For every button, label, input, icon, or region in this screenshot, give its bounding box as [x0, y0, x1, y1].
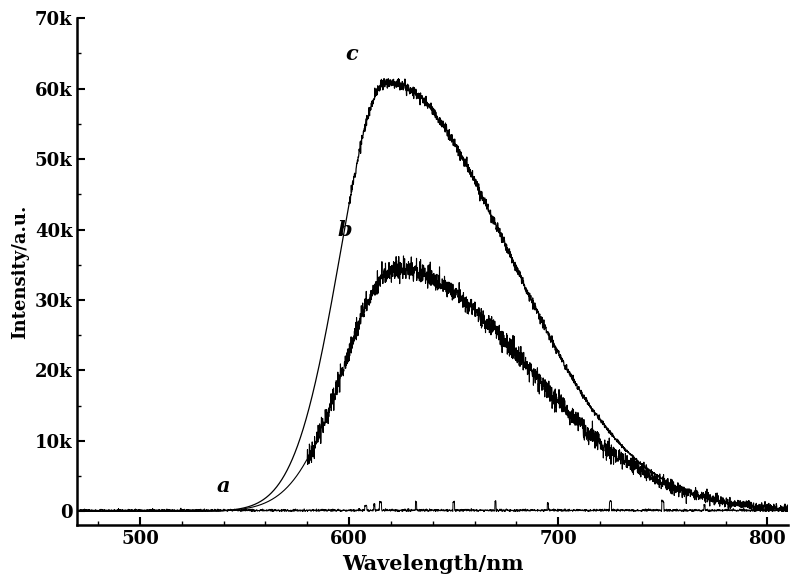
Text: b: b	[338, 220, 352, 240]
Y-axis label: Intensity/a.u.: Intensity/a.u.	[11, 205, 29, 339]
X-axis label: Wavelength/nm: Wavelength/nm	[342, 554, 523, 574]
Text: a: a	[217, 476, 230, 496]
Text: c: c	[345, 44, 358, 64]
